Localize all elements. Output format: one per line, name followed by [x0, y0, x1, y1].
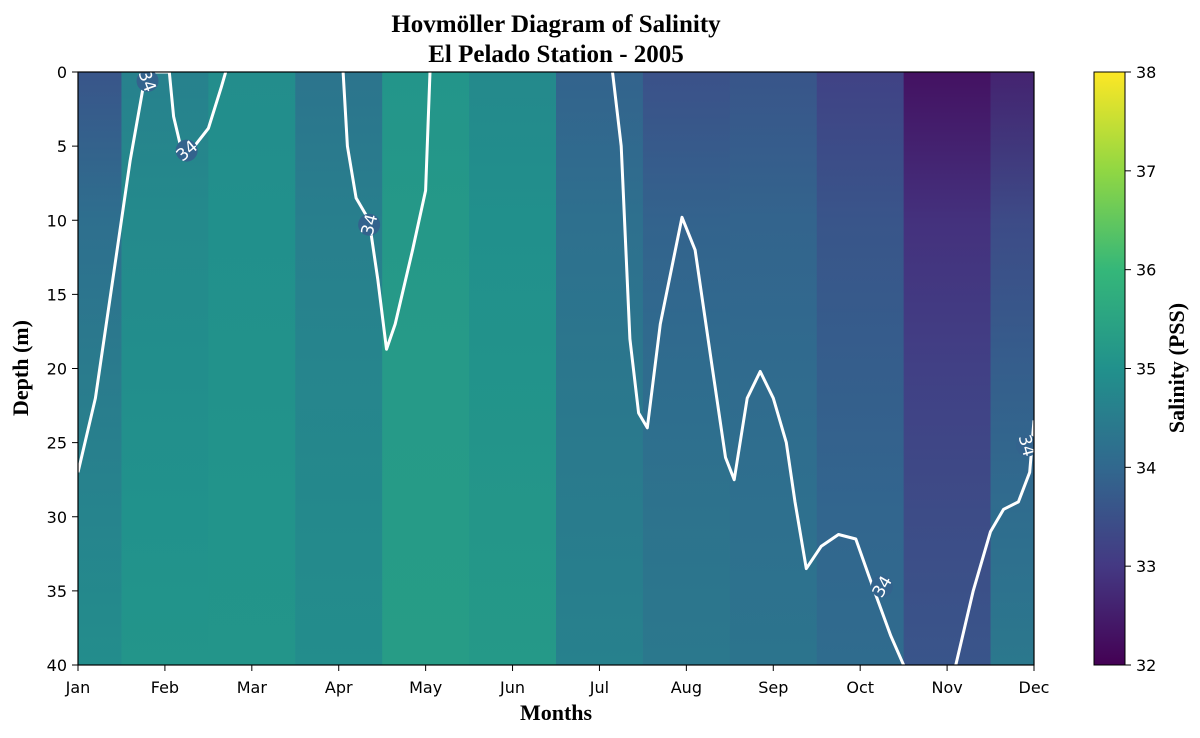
colorbar-tick-label: 33: [1136, 557, 1156, 576]
contour-label-bg: [870, 575, 893, 598]
heatmap-cell: [642, 72, 731, 665]
heatmap-cell: [903, 72, 992, 665]
heatmap-cell: [729, 72, 818, 665]
x-tick-label: May: [409, 678, 442, 697]
heatmap-area: [78, 72, 1034, 665]
y-tick-label: 40: [47, 656, 67, 675]
y-axis: 0 5 10 15 20 25 30 35 40: [47, 63, 78, 675]
x-tick-label: Mar: [237, 678, 268, 697]
heatmap-cell: [469, 72, 557, 665]
x-tick-label: Nov: [931, 678, 962, 697]
heatmap-cell: [816, 72, 905, 665]
heatmap-cell: [990, 72, 1034, 665]
colorbar-tick-label: 35: [1136, 360, 1156, 379]
x-tick-label: Dec: [1019, 678, 1050, 697]
colorbar-tick-label: 32: [1136, 656, 1156, 675]
colorbar-label: Salinity (PSS): [1164, 303, 1189, 433]
contour-label-bg: [136, 72, 159, 92]
colorbar: [1093, 71, 1126, 666]
colorbar-tick-label: 38: [1136, 63, 1156, 82]
x-axis-label: Months: [520, 700, 593, 725]
x-tick-label: Feb: [151, 678, 179, 697]
y-tick-label: 25: [47, 434, 67, 453]
contour-label-bg: [175, 139, 198, 162]
heatmap-cell: [208, 72, 296, 665]
y-tick-label: 10: [47, 211, 67, 230]
heatmap-cell: [121, 72, 209, 665]
y-tick-label: 0: [57, 63, 67, 82]
y-tick-label: 5: [57, 137, 67, 156]
x-tick-label: Apr: [325, 678, 353, 697]
colorbar-axis: 32 33 34 35 36 37 38: [1125, 63, 1156, 675]
chart-title-line2: El Pelado Station - 2005: [428, 41, 684, 68]
y-tick-label: 35: [47, 582, 67, 601]
heatmap-cell: [556, 72, 644, 665]
x-tick-label: Jan: [65, 678, 91, 697]
contour-label-bg: [1016, 434, 1034, 457]
contour-label: 34: [133, 68, 159, 95]
colorbar-tick-label: 34: [1136, 458, 1156, 477]
colorbar-tick-label: 36: [1136, 261, 1156, 280]
y-tick-label: 20: [47, 360, 67, 379]
x-tick-label: Aug: [671, 678, 702, 697]
colorbar-tick-label: 37: [1136, 162, 1156, 181]
contour-line-34: [78, 72, 1034, 665]
chart-title-line1: Hovmöller Diagram of Salinity: [391, 11, 721, 38]
y-tick-label: 30: [47, 508, 67, 527]
contour-label-bg: [358, 213, 381, 236]
x-tick-label: Jun: [499, 678, 525, 697]
contour-label: 34: [1014, 433, 1039, 459]
x-tick-label: Sep: [758, 678, 788, 697]
y-axis-label: Depth (m): [8, 320, 33, 416]
x-axis: Jan Feb Mar Apr May Jun Jul Aug Sep Oct Nov Dec: [65, 665, 1050, 697]
y-tick-label: 15: [47, 285, 67, 304]
heatmap-cell: [295, 72, 383, 665]
x-tick-label: Jul: [589, 678, 609, 697]
x-tick-label: Oct: [846, 678, 874, 697]
